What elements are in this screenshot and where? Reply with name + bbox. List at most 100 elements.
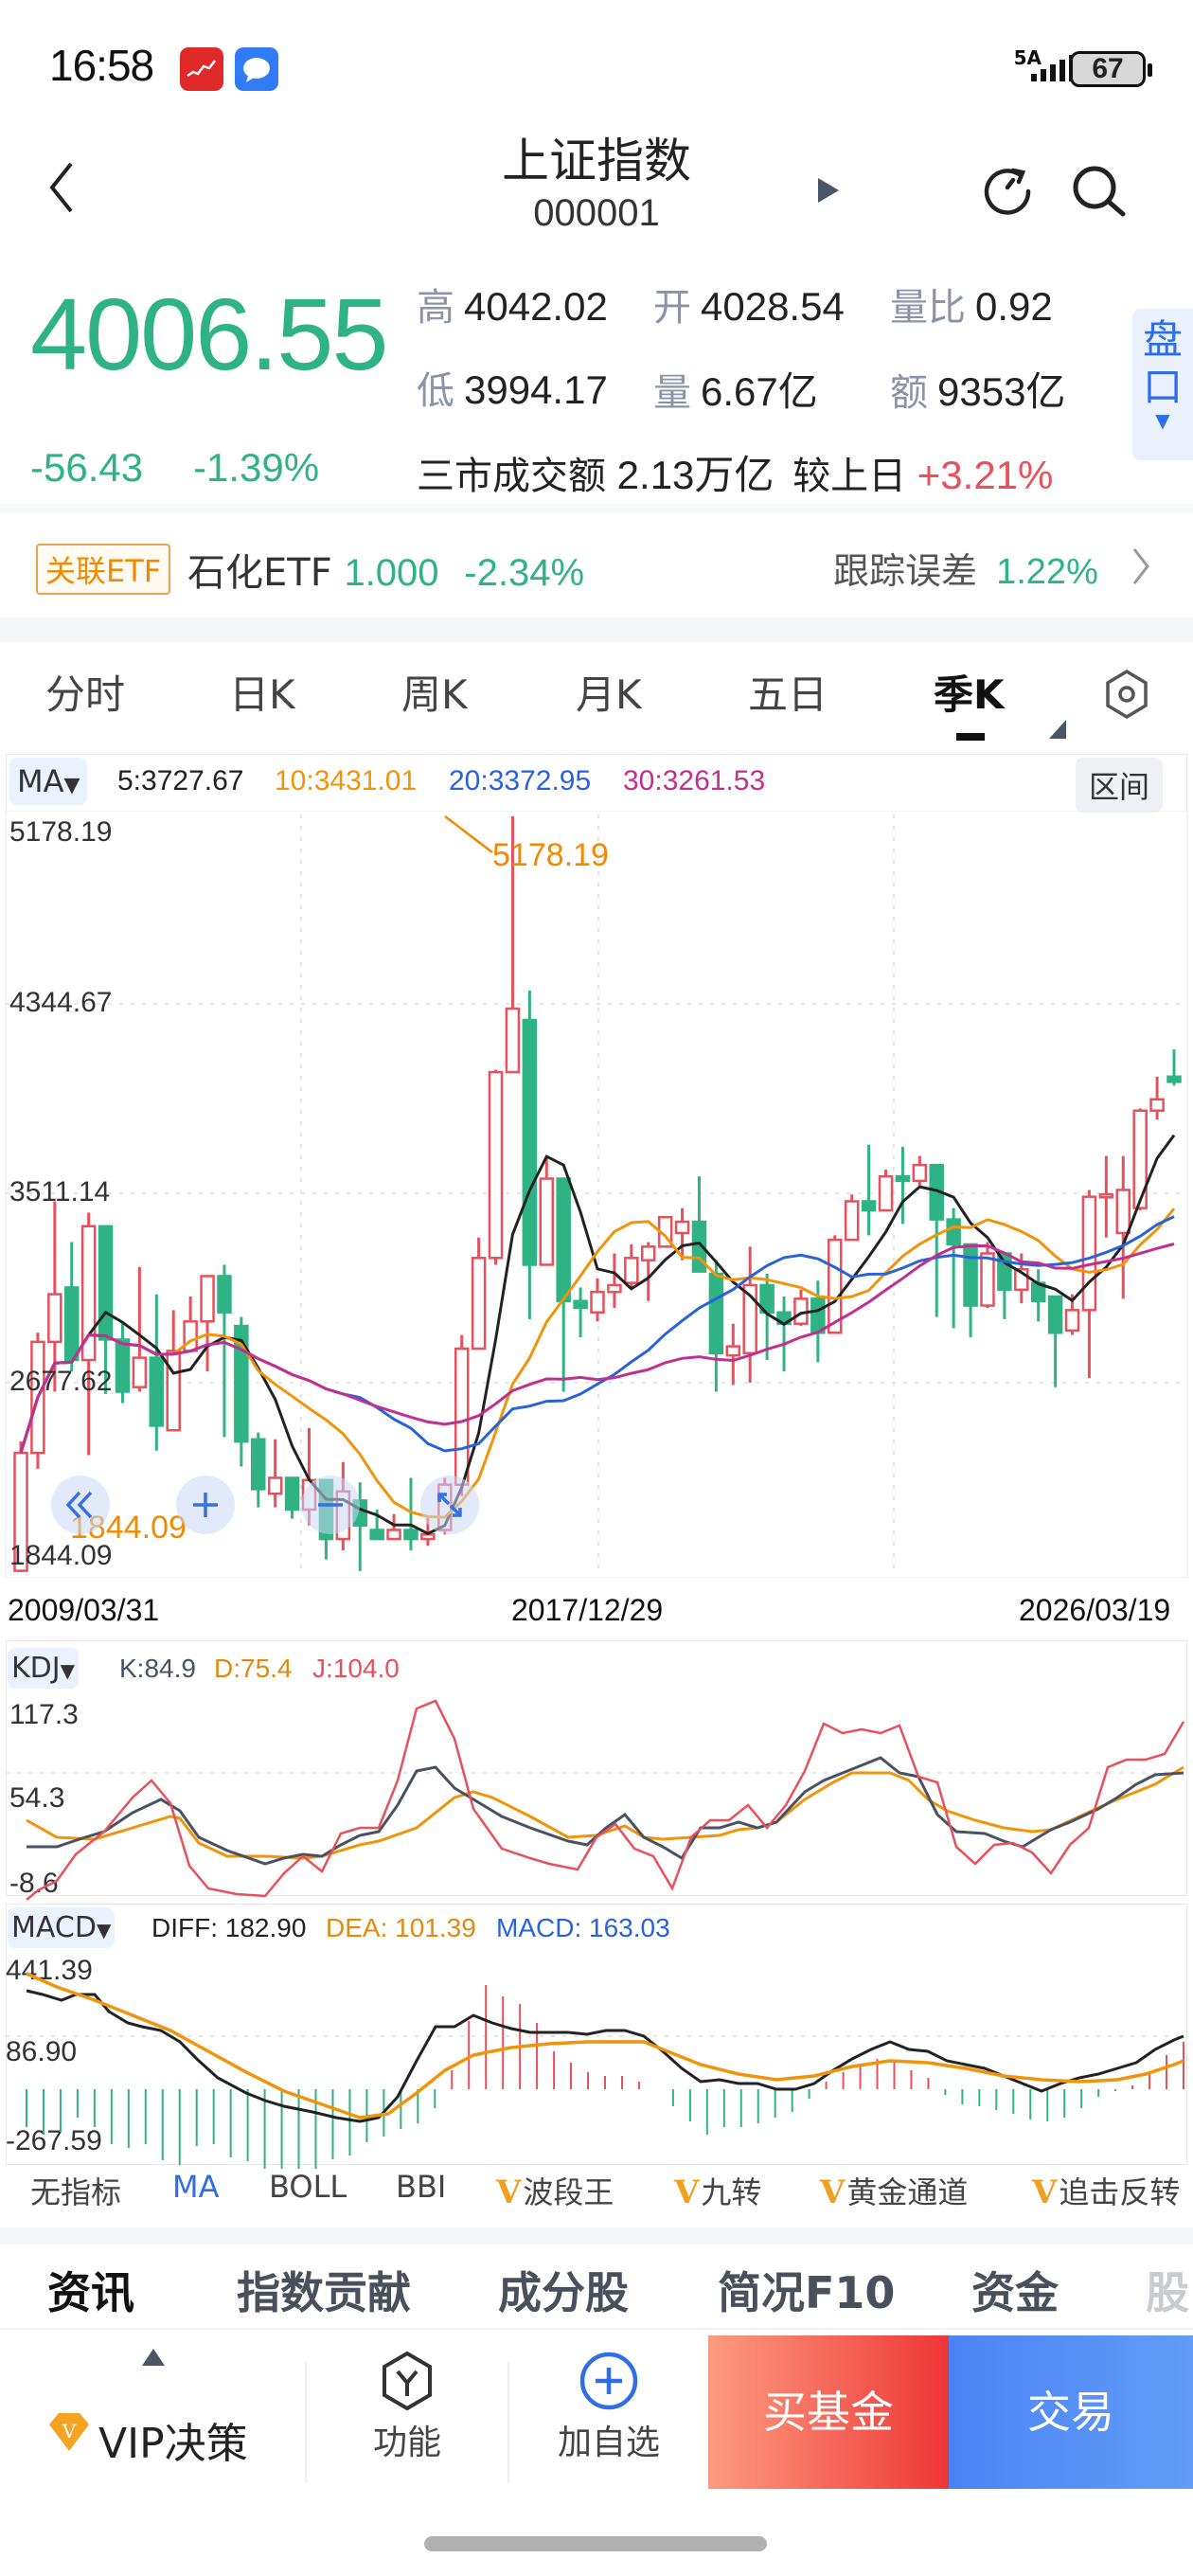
price-change: -56.43 [30,445,144,490]
candle [234,1324,249,1443]
ma10-value: 10:3431.01 [275,765,418,796]
candle [708,1272,724,1355]
kdj-indicator-selector[interactable]: KDJ▼ [8,1648,80,1689]
tab-constituents[interactable]: 成分股 [498,2267,629,2318]
candle [828,1238,843,1334]
tab-more[interactable]: 股 [1146,2267,1189,2318]
candle [1064,1309,1080,1333]
stock-code: 000001 [533,192,660,234]
candle [861,1200,877,1212]
stat-high: 高 4042.02 [417,284,608,330]
candle [640,1245,656,1261]
candle [522,1018,538,1266]
next-stock-button[interactable] [816,176,841,208]
candle [13,1451,28,1572]
candle [505,1007,521,1074]
y-axis-label: 1844.09 [9,1540,113,1571]
home-indicator[interactable] [424,2536,767,2551]
tab-quarterly-k[interactable]: 季K [934,671,1005,718]
macd-diff-value: DIFF: 182.90 [151,1913,307,1942]
tab-funds[interactable]: 资金 [971,2267,1059,2318]
trade-button[interactable]: 交易 [949,2335,1193,2489]
candle [725,1345,741,1357]
vip-v-icon: V [674,2174,700,2211]
candle [80,1225,97,1362]
indicator-chip-golden-channel[interactable]: V黄金通道 [820,2174,969,2211]
function-button[interactable]: 功能 [307,2330,507,2493]
search-icon[interactable] [1068,161,1129,225]
y-axis-label: 5178.19 [9,816,113,848]
indicator-chip-ma[interactable]: MA [172,2169,220,2205]
candle [1047,1295,1063,1334]
chart-settings-icon[interactable] [1104,669,1149,724]
indicator-chip-boll[interactable]: BOLL [269,2169,347,2205]
market-turnover: 三市成交额 2.13万亿 较上日 +3.21% [417,453,1054,498]
indicator-chip-bbi[interactable]: BBI [396,2169,447,2205]
tab-fenshi[interactable]: 分时 [45,671,126,718]
tab-index-contribution[interactable]: 指数贡献 [237,2267,411,2318]
back-button[interactable] [47,159,76,220]
tab-news[interactable]: 资讯 [47,2267,134,2318]
ma20-value: 20:3372.95 [449,765,592,796]
candlestick-chart[interactable] [0,811,1193,1578]
candle [369,1529,384,1541]
indicator-chip-none[interactable]: 无指标 [30,2174,122,2210]
more-periods-icon[interactable] [1049,720,1066,742]
ma5-value: 5:3727.67 [117,765,244,796]
refresh-icon[interactable] [979,161,1036,222]
macd-chart[interactable] [0,1904,1193,2169]
indicator-chip-jiuzhuan[interactable]: V九转 [674,2174,762,2211]
indicator-chip-bodouwang[interactable]: V波段王 [496,2174,614,2211]
minus-icon [318,1503,343,1507]
candle [471,1257,487,1351]
candle [183,1320,198,1352]
indicator-chip-reversal[interactable]: V追击反转 [1032,2174,1181,2211]
pankou-toggle-button[interactable]: 盘口 ▼ [1132,309,1193,460]
candle [1166,1075,1182,1083]
message-notification-icon [235,47,278,91]
y-axis-label: 3511.14 [9,1176,111,1208]
candle [607,1283,622,1294]
page-title: 上证指数 [502,134,691,188]
candle [200,1275,215,1323]
candle [1081,1195,1097,1312]
chevron-right-icon[interactable] [1131,546,1151,591]
range-button[interactable]: 区间 [1076,758,1164,813]
candle [47,1293,62,1344]
stat-amount: 额 9353亿 [890,369,1066,415]
candle [912,1163,928,1183]
candle [284,1476,300,1512]
zoom-out-button[interactable] [301,1476,360,1534]
candle [980,1252,995,1307]
candle [251,1438,266,1491]
tab-weekly-k[interactable]: 周K [401,671,468,718]
scroll-left-button[interactable] [51,1476,110,1534]
candle [1132,1109,1148,1209]
tab-f10[interactable]: 简况F10 [718,2267,896,2318]
vip-v-icon: V [820,2174,846,2211]
fullscreen-button[interactable] [420,1476,479,1534]
candle [590,1290,605,1314]
kdj-chart[interactable] [0,1638,1193,1904]
candle [488,1070,504,1260]
zoom-in-button[interactable] [176,1476,235,1534]
main-indicator-selector[interactable]: MA▼ [9,758,88,805]
tab-monthly-k[interactable]: 月K [576,671,642,718]
vip-v-icon: V [1032,2174,1058,2211]
add-watchlist-button[interactable]: 加自选 [509,2330,708,2493]
tab-daily-k[interactable]: 日K [229,671,295,718]
plus-circle-icon [509,2351,708,2415]
candle [946,1218,961,1246]
macd-y-label: 441.39 [6,1955,93,1986]
related-etf-row[interactable]: 石化ETF 1.000 -2.34% [187,551,585,595]
double-chevron-left-icon [65,1491,93,1519]
buy-fund-button[interactable]: 买基金 [708,2335,949,2489]
candle [742,1283,757,1355]
macd-indicator-selector[interactable]: MACD▼ [8,1907,116,1948]
ma10-line [19,1208,1176,1519]
tracking-error[interactable]: 跟踪误差 1.22% [833,550,1098,592]
vip-decision-button[interactable]: V VIP决策 [0,2330,303,2493]
candle [674,1220,690,1235]
tab-five-day[interactable]: 五日 [748,671,828,718]
divider [0,504,1193,513]
